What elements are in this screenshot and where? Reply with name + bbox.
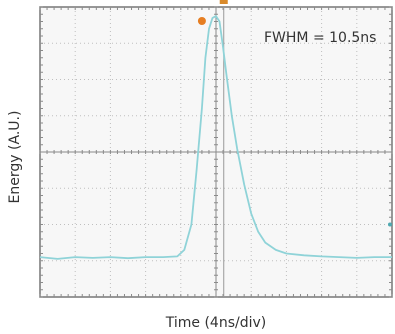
y-axis-label: Energy (A.U.) [7,111,23,204]
trigger-marker [197,17,206,25]
cursor-marker-top [219,0,228,4]
series-line-0 [39,15,392,260]
ground-marker [388,222,392,227]
grid [39,6,393,298]
series-layer [39,15,392,260]
fwhm-annotation: FWHM = 10.5ns [264,30,376,46]
x-axis-label: Time (4ns/div) [165,315,267,331]
